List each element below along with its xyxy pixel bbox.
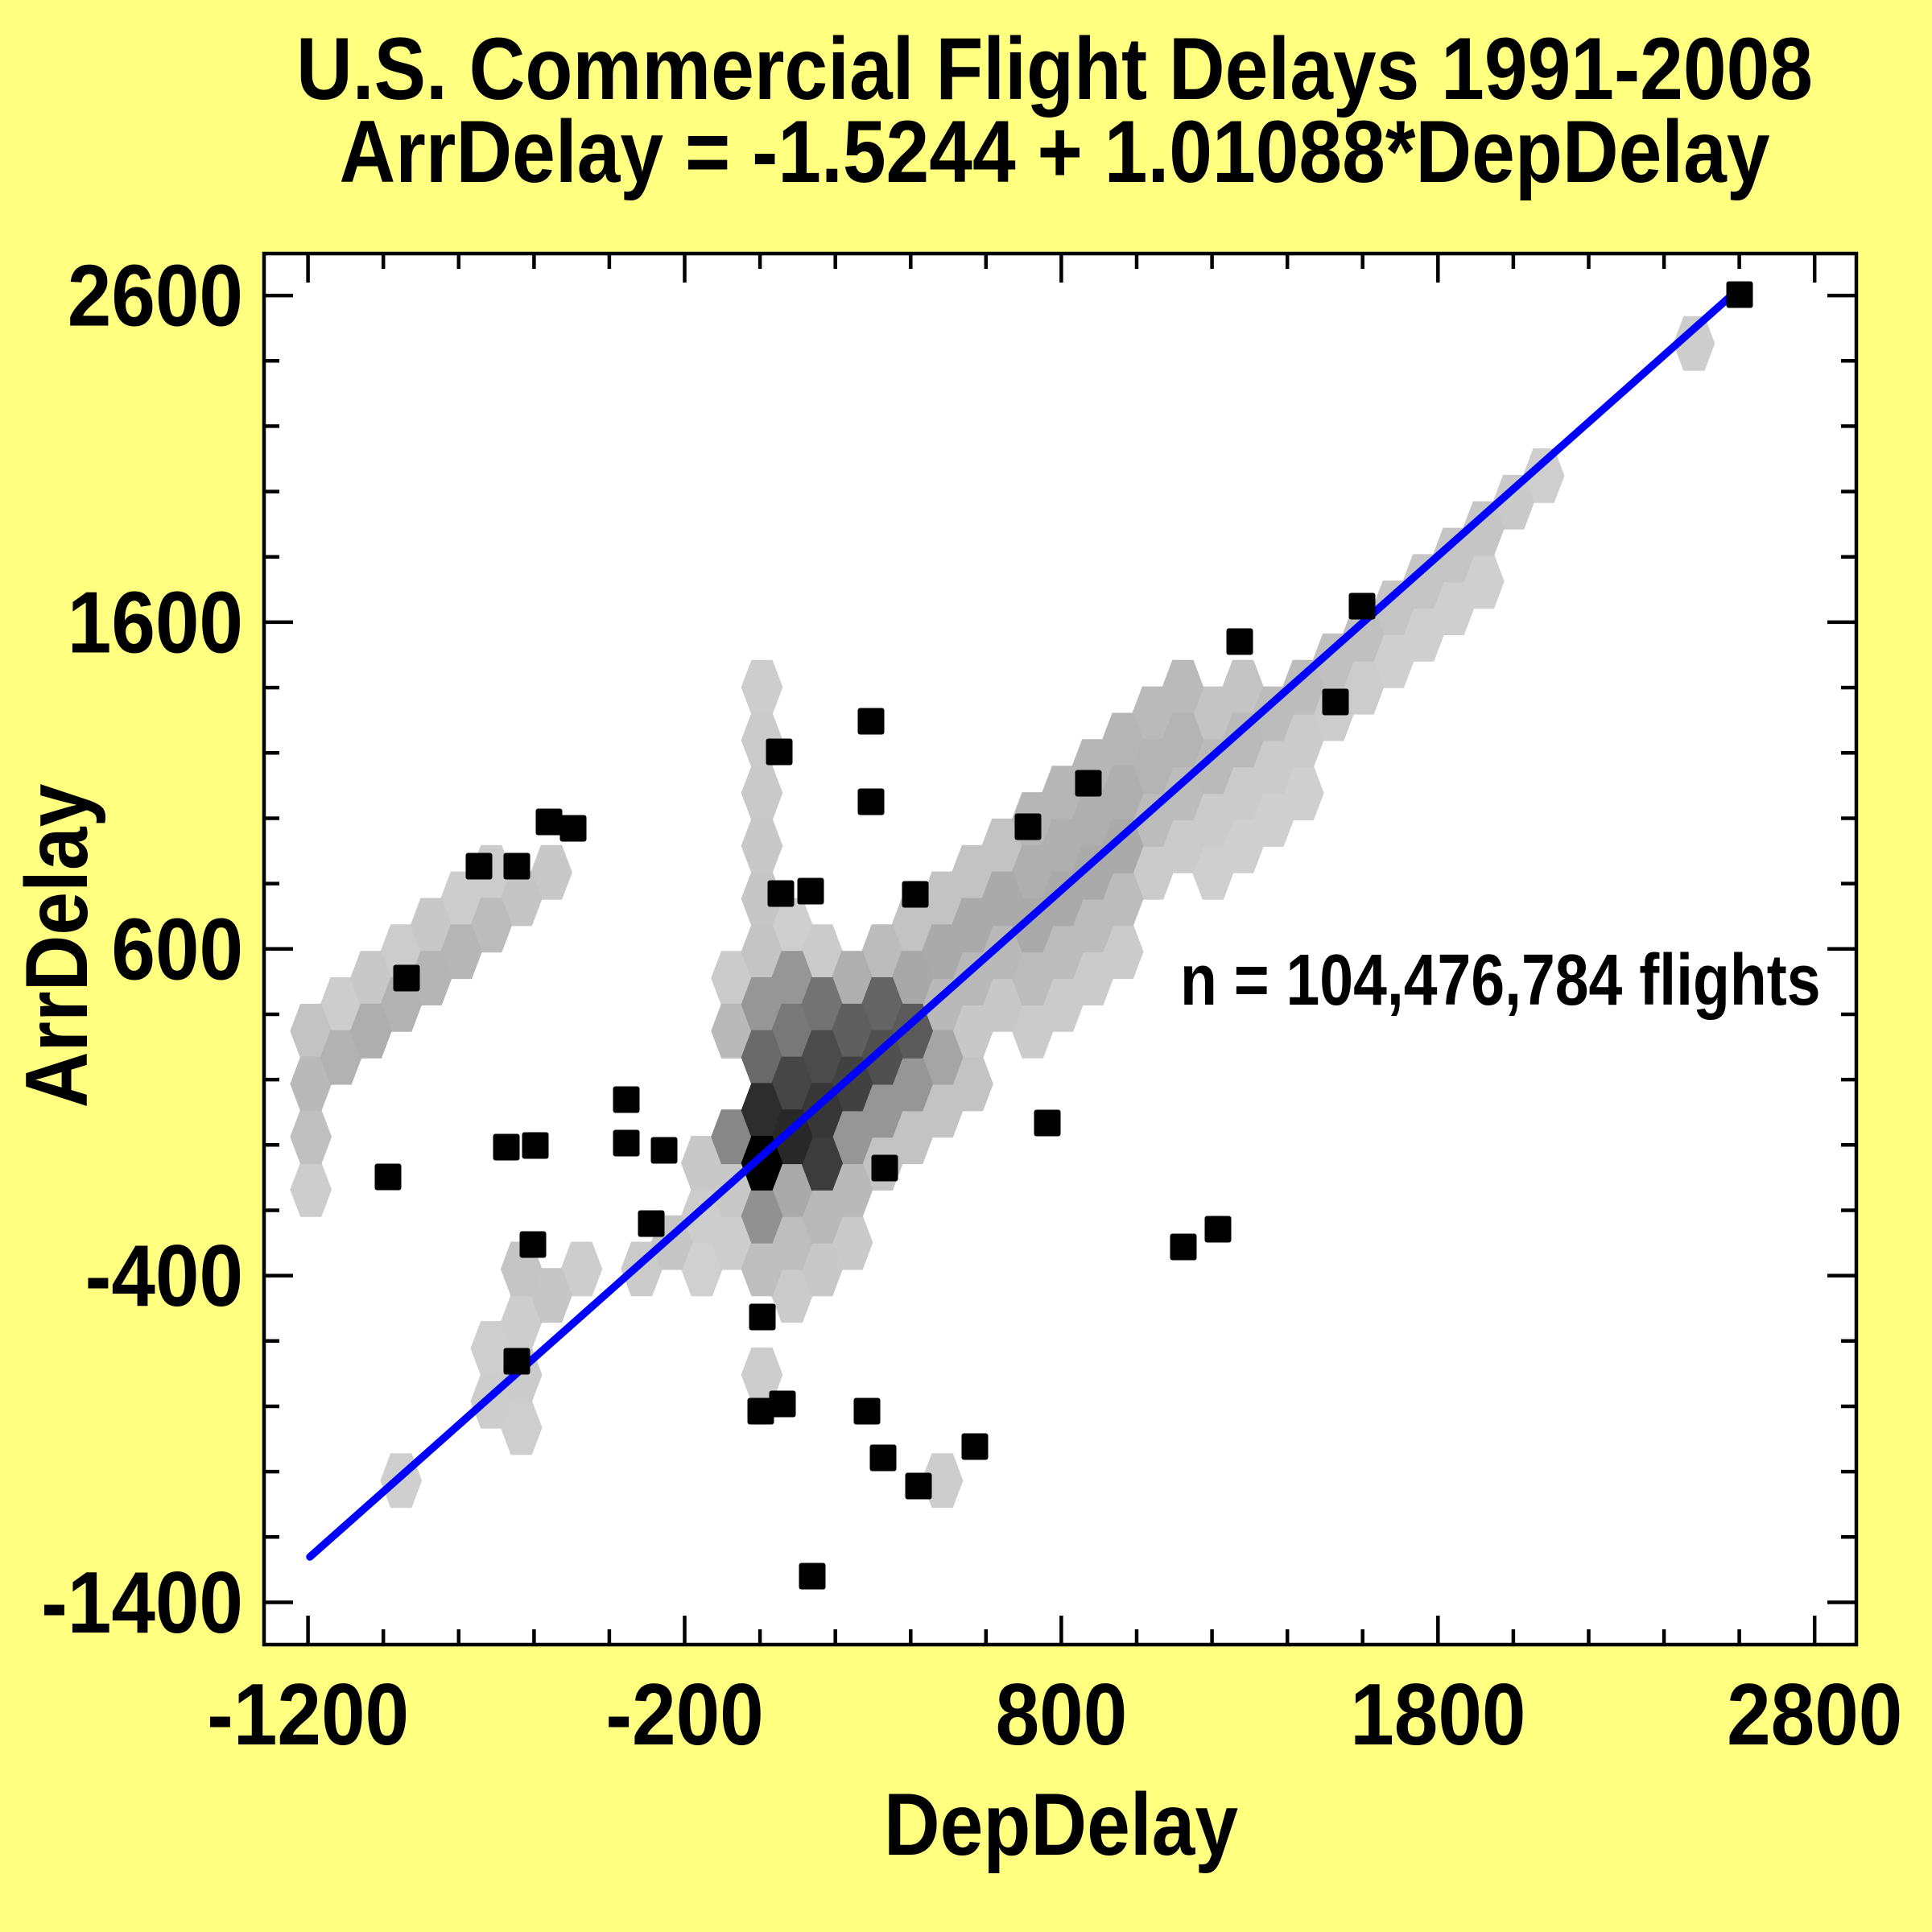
svg-text:2600: 2600 (68, 246, 243, 345)
svg-text:n = 104,476,784 flights: n = 104,476,784 flights (1180, 939, 1821, 1021)
svg-text:ArrDelay: ArrDelay (6, 784, 105, 1108)
svg-text:-1400: -1400 (41, 1553, 243, 1651)
svg-text:-1200: -1200 (207, 1665, 409, 1763)
svg-text:-400: -400 (85, 1226, 243, 1324)
svg-text:1800: 1800 (1350, 1665, 1525, 1763)
svg-text:2800: 2800 (1727, 1665, 1902, 1763)
svg-text:-200: -200 (605, 1665, 763, 1763)
svg-text:800: 800 (996, 1665, 1128, 1763)
svg-text:U.S. Commercial Flight Delays: U.S. Commercial Flight Delays 1991-2008 (296, 19, 1813, 118)
svg-text:600: 600 (111, 899, 243, 997)
svg-text:1600: 1600 (68, 573, 243, 671)
svg-text:ArrDelay = -1.5244 + 1.01088*D: ArrDelay = -1.5244 + 1.01088*DepDelay (339, 101, 1769, 200)
svg-text:DepDelay: DepDelay (884, 1774, 1238, 1873)
